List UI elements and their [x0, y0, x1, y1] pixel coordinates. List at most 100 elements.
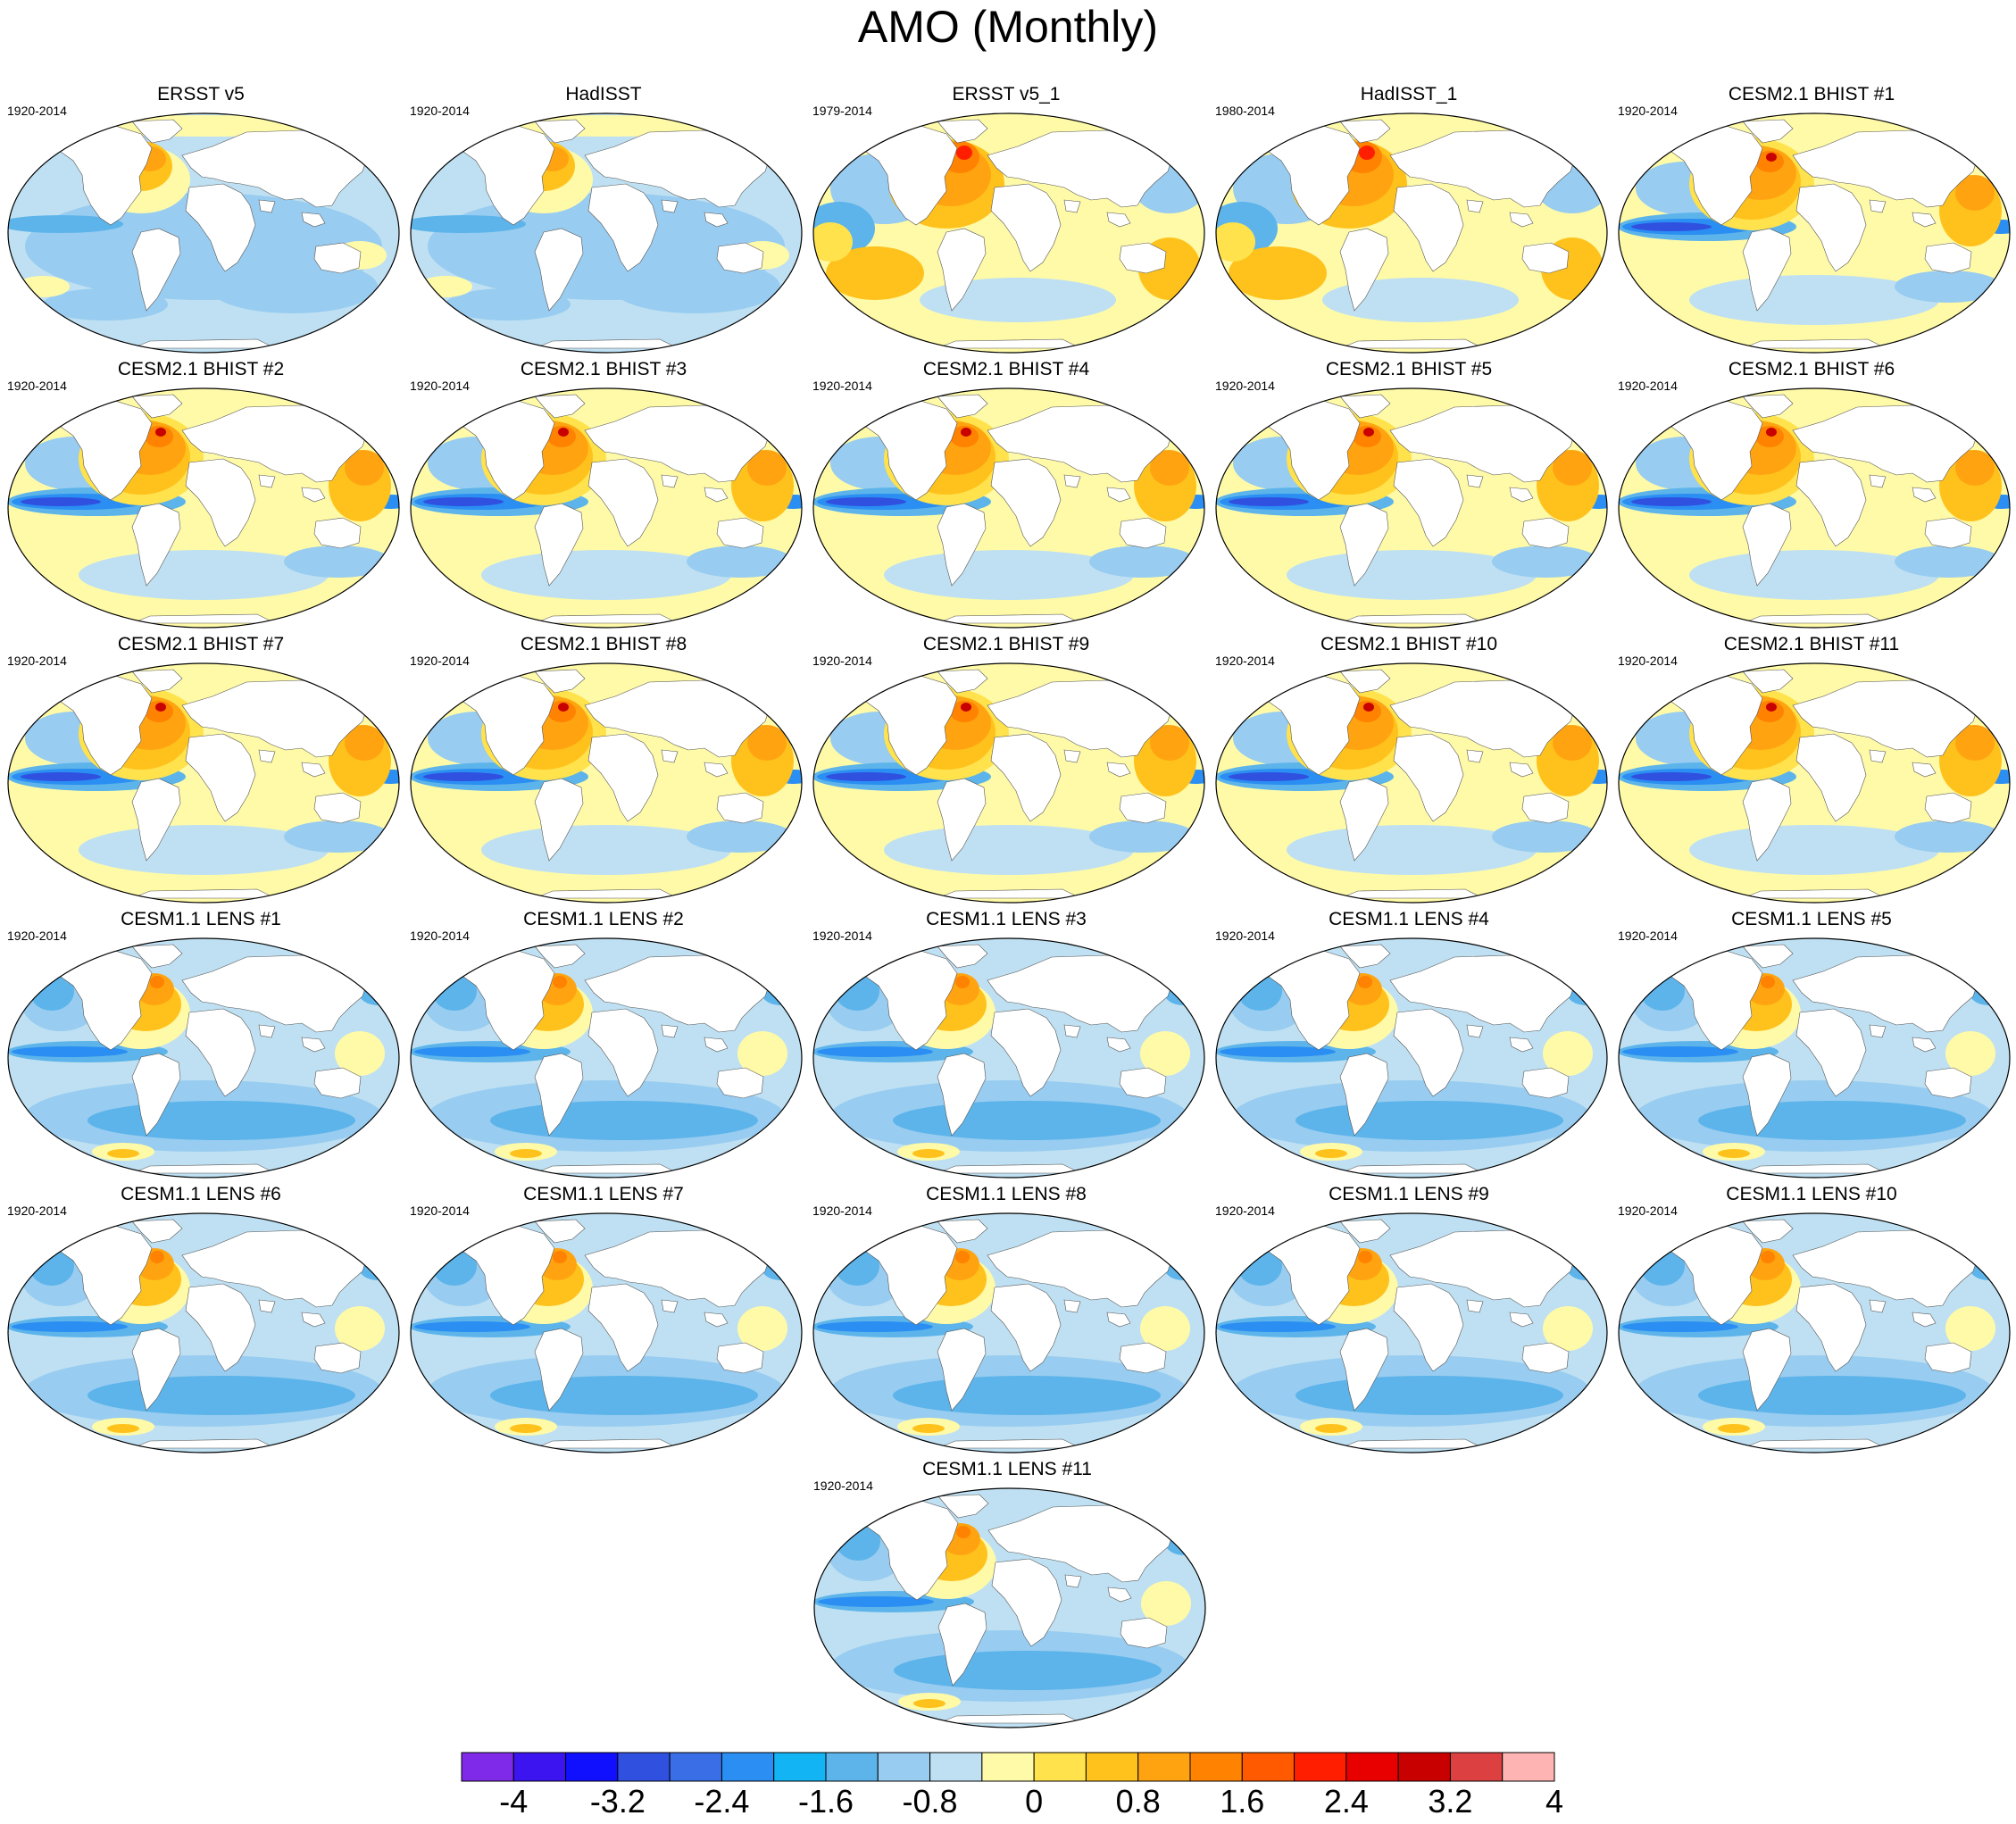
land-mass: [1466, 199, 1484, 213]
land-mass: [1924, 1067, 1972, 1099]
robinson-map: [410, 937, 803, 1179]
land-mass: [1742, 669, 1794, 694]
sst-anomaly-region: [43, 288, 168, 321]
land-mass: [937, 228, 987, 312]
robinson-map: [7, 662, 400, 904]
land-mass: [1268, 124, 1361, 226]
sst-anomaly-region: [490, 1101, 758, 1140]
land-mass: [716, 242, 764, 274]
land-mass: [1064, 1574, 1082, 1588]
colorbar-swatch: [1449, 1752, 1504, 1782]
sst-anomaly-region: [687, 546, 794, 578]
sst-anomaly-region: [1698, 1376, 1966, 1415]
colorbar-swatch: [773, 1752, 827, 1782]
land-mass: [587, 733, 659, 822]
land-mass: [258, 199, 276, 213]
land-mass: [1670, 399, 1763, 501]
sst-anomaly-region: [956, 146, 972, 160]
panel-title: CESM2.1 BHIST #5: [1325, 359, 1493, 379]
panel-period: 1979-2014: [812, 104, 872, 118]
land-mass: [990, 1283, 1062, 1372]
land-mass: [1742, 1219, 1794, 1244]
sst-anomaly-region: [1140, 1031, 1190, 1076]
map-outline: [1618, 112, 2011, 354]
land-mass: [1339, 778, 1389, 862]
sst-anomaly-region: [1295, 1101, 1563, 1140]
colorbar-tick-label: 2.4: [1323, 1783, 1369, 1820]
land-mass: [704, 1312, 729, 1328]
map-panel: CESM1.1 LENS #7 1920-2014: [403, 1184, 804, 1453]
sst-anomaly-region: [955, 1251, 970, 1263]
land-mass: [1063, 1299, 1081, 1313]
land-mass: [587, 458, 659, 547]
sst-anomaly-region: [1229, 772, 1309, 781]
land-mass: [1339, 669, 1391, 694]
robinson-map: [1618, 937, 2011, 1179]
sst-anomaly-region: [21, 772, 101, 781]
colorbar-tick-label: 1.6: [1220, 1783, 1265, 1820]
map-outline: [410, 112, 803, 354]
sst-anomaly-region: [1353, 426, 1381, 447]
land-mass: [1509, 1037, 1534, 1053]
panel-period: 1920-2014: [410, 1204, 470, 1218]
land-mass: [716, 1342, 764, 1374]
sst-anomaly-region: [345, 450, 384, 486]
land-mass: [1521, 517, 1570, 549]
land-mass: [1509, 1312, 1534, 1328]
panel-title: CESM2.1 BHIST #7: [117, 634, 285, 654]
sst-anomaly-region: [1761, 976, 1775, 988]
land-mass: [991, 1558, 1062, 1647]
map-panel: CESM2.1 BHIST #8 1920-2014: [403, 634, 804, 904]
map-outline: [812, 937, 1205, 1179]
land-mass: [1742, 778, 1792, 862]
robinson-map: [1215, 1212, 1608, 1453]
land-mass: [534, 503, 584, 587]
land-mass: [937, 119, 988, 144]
land-mass: [661, 749, 679, 763]
robinson-map: [1215, 662, 1608, 904]
map-outline: [812, 387, 1205, 629]
colorbar: [461, 1752, 1555, 1782]
land-mass: [716, 517, 764, 549]
map-panel: CESM1.1 LENS #8 1920-2014: [805, 1184, 1207, 1453]
sst-anomaly-region: [1955, 725, 1995, 761]
sst-anomaly-region: [1089, 820, 1196, 853]
land-mass: [534, 228, 584, 312]
panel-title: CESM2.1 BHIST #6: [1728, 359, 1895, 379]
panel-period: 1920-2014: [812, 929, 872, 943]
land-mass: [937, 944, 988, 969]
land-mass: [1339, 394, 1391, 419]
sst-anomaly-region: [1359, 146, 1375, 160]
sst-anomaly-region: [8, 215, 123, 233]
map-panel: CESM2.1 BHIST #6 1920-2014: [1611, 359, 2012, 629]
panel-period: 1920-2014: [7, 379, 67, 393]
robinson-map: [410, 112, 803, 354]
sst-anomaly-region: [894, 1651, 1162, 1690]
land-mass: [60, 674, 153, 776]
land-mass: [1393, 183, 1464, 272]
sst-anomaly-region: [1631, 497, 1712, 506]
robinson-map: [812, 112, 1205, 354]
sst-anomaly-region: [414, 1046, 530, 1057]
panel-title: CESM1.1 LENS #9: [1329, 1184, 1489, 1204]
land-mass: [1742, 228, 1792, 312]
land-mass: [1912, 762, 1937, 778]
land-mass: [1670, 1224, 1763, 1326]
sst-anomaly-region: [1755, 151, 1784, 172]
robinson-map: [7, 937, 400, 1179]
land-mass: [1670, 124, 1763, 226]
sst-anomaly-region: [1141, 1581, 1191, 1626]
map-outline: [7, 112, 400, 354]
panel-title: CESM1.1 LENS #3: [926, 909, 1087, 929]
land-mass: [1063, 749, 1081, 763]
land-mass: [185, 733, 256, 822]
land-mass: [661, 474, 679, 488]
robinson-map: [1618, 112, 2011, 354]
land-mass: [1795, 458, 1867, 547]
robinson-map: [812, 937, 1205, 1179]
sst-anomaly-region: [490, 1376, 758, 1415]
map-panel: CESM1.1 LENS #6 1920-2014: [0, 1184, 402, 1453]
map-outline: [813, 1487, 1206, 1728]
sst-anomaly-region: [1755, 426, 1784, 447]
sst-anomaly-region: [1315, 1424, 1347, 1433]
